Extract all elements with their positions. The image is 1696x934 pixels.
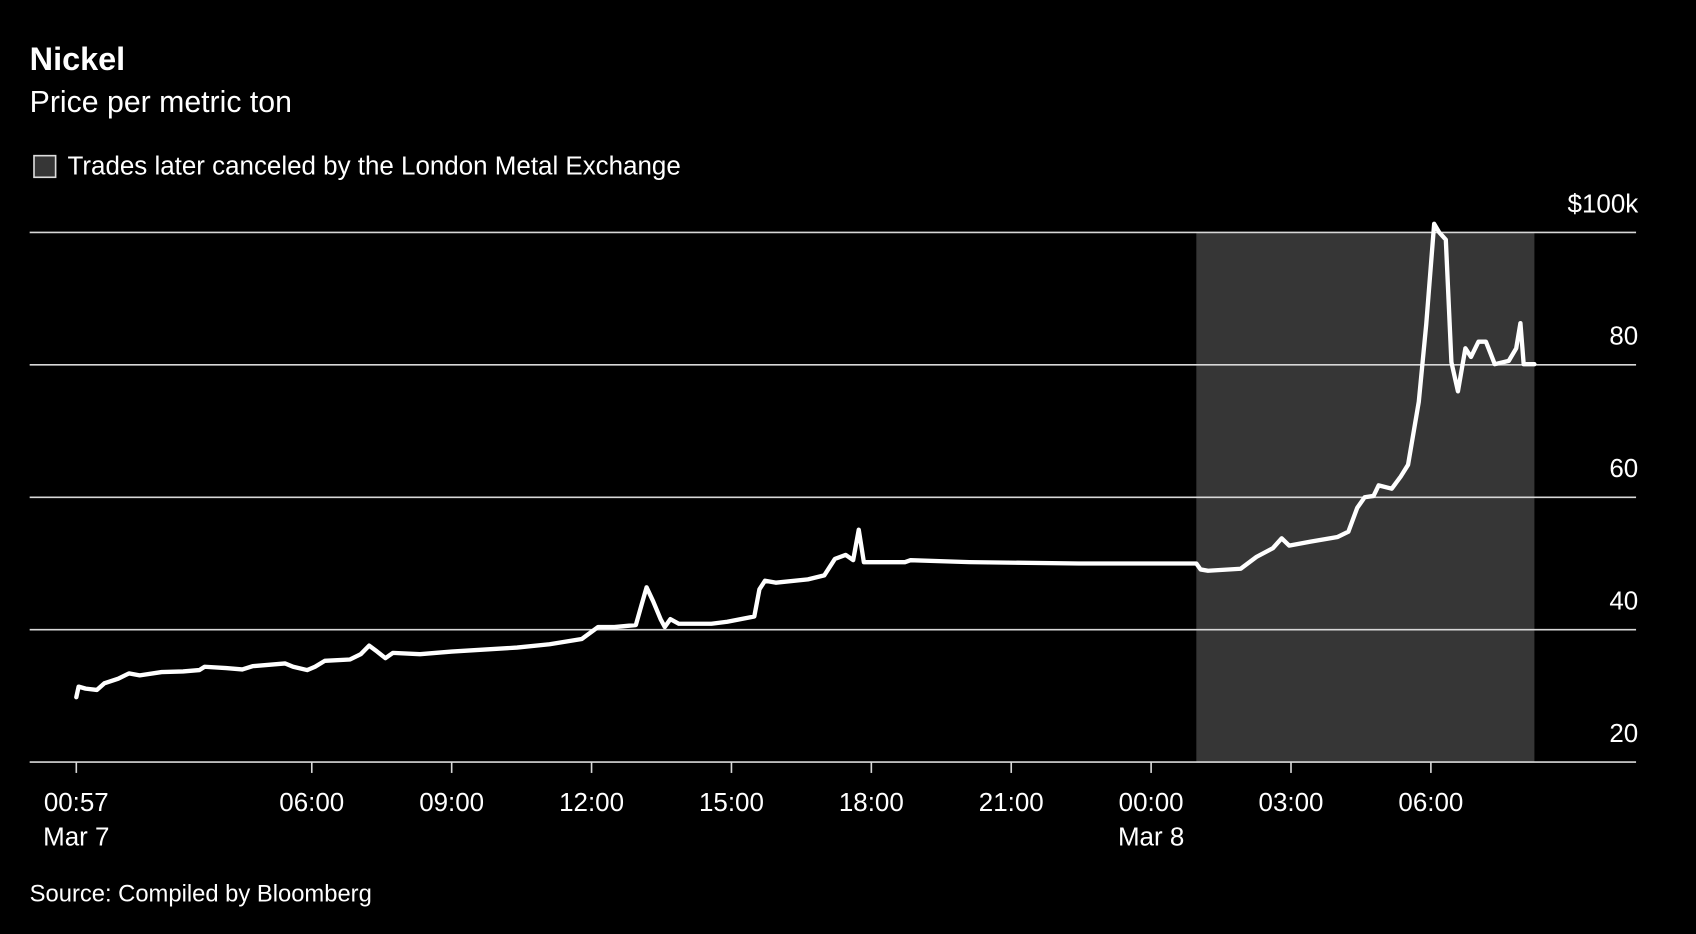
x-tick-label: 12:00 (559, 789, 624, 817)
x-tick-label: 15:00 (699, 789, 764, 817)
legend-label: Trades later canceled by the London Meta… (68, 152, 681, 180)
x-tick-label: 00:00 (1119, 789, 1184, 817)
x-tick-label: 21:00 (979, 789, 1044, 817)
x-tick-label: 03:00 (1259, 789, 1324, 817)
y-tick-label: 80 (1609, 323, 1638, 351)
x-tick-sublabel: Mar 7 (43, 824, 109, 852)
y-tick-label: 20 (1609, 720, 1638, 748)
x-tick-label: 09:00 (419, 789, 484, 817)
y-tick-label: $100k (1568, 190, 1639, 218)
x-tick-sublabel: Mar 8 (1118, 824, 1184, 852)
price-line (74, 221, 1537, 700)
legend-swatch (33, 154, 57, 179)
y-tick-label: 60 (1609, 455, 1638, 483)
source: Source: Compiled by Bloomberg (30, 880, 372, 907)
x-tick-label: 00:57 (44, 789, 109, 817)
chart-title: Nickel (30, 41, 126, 77)
plot-area: $100k 80 60 40 20 00:57 Mar 7 06:00 09:00 12:00 15… (29, 190, 1639, 852)
x-tick-label: 06:00 (1398, 789, 1463, 817)
x-tick-label: 18:00 (839, 789, 904, 817)
y-tick-label: 40 (1609, 588, 1638, 616)
x-tick-label: 06:00 (279, 789, 344, 817)
chart-subtitle: Price per metric ton (30, 86, 292, 119)
